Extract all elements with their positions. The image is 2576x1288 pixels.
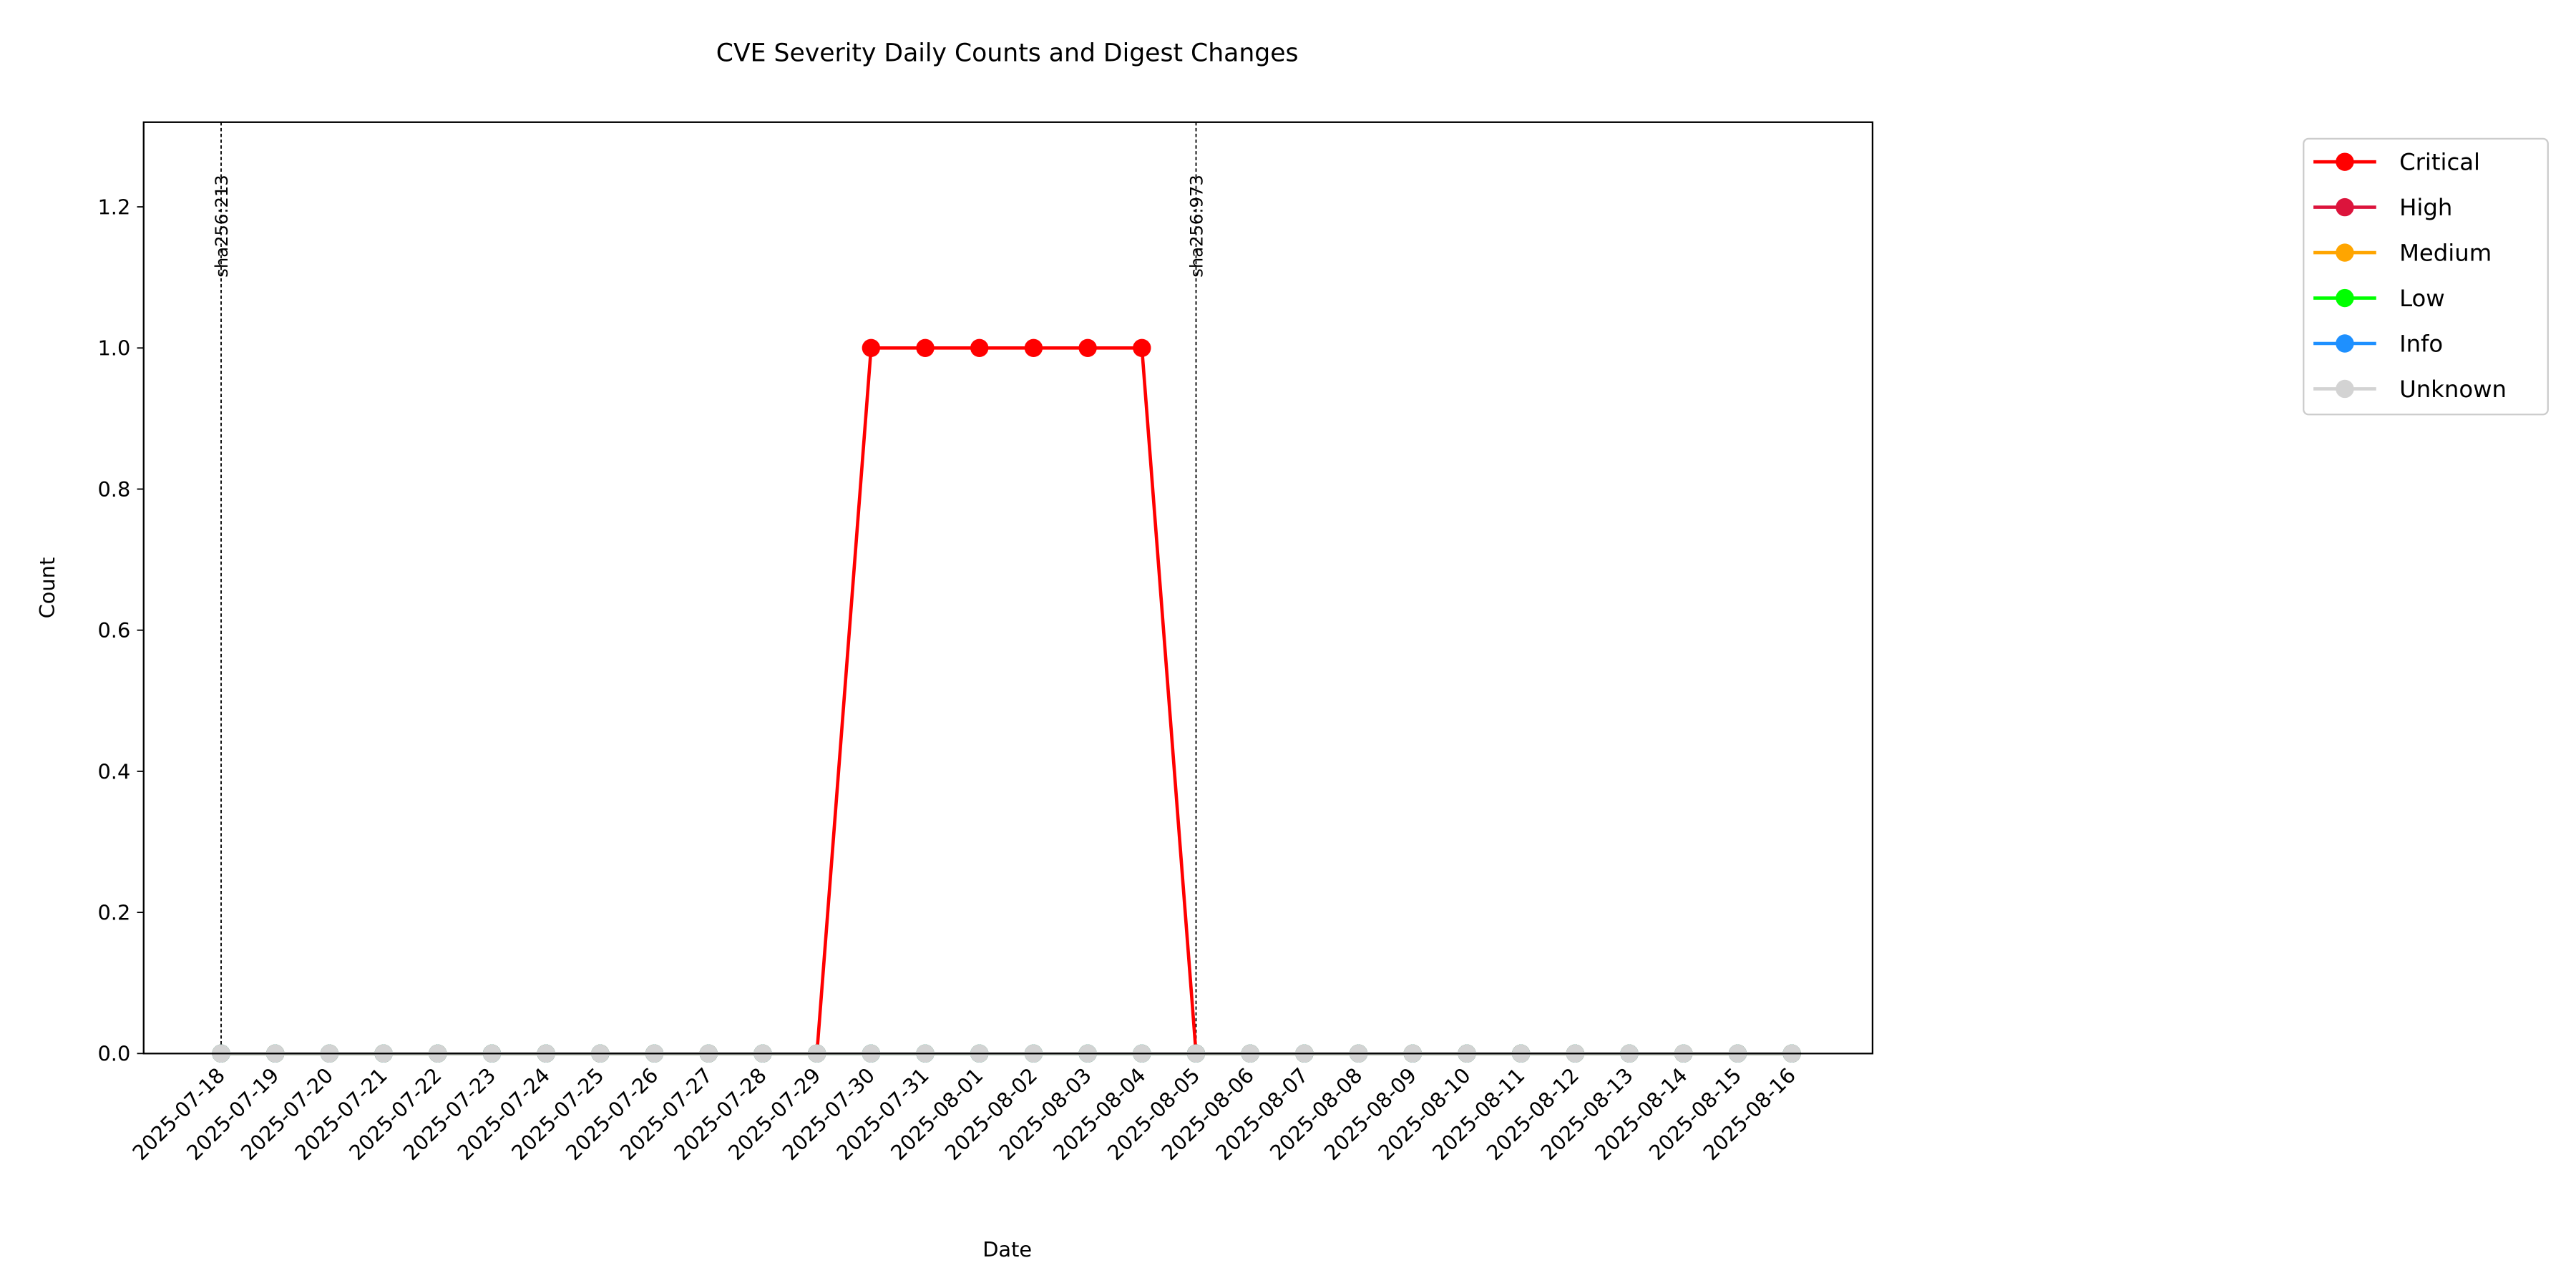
legend-label: High: [2399, 194, 2452, 221]
y-tick-label: 0.6: [97, 618, 130, 643]
y-tick-label: 0.4: [97, 759, 130, 784]
x-axis-label: Date: [982, 1237, 1032, 1262]
y-axis-label: Count: [35, 557, 59, 619]
plot-frame: [142, 121, 1874, 1055]
legend-marker: [2336, 288, 2354, 308]
legend-label: Unknown: [2399, 376, 2507, 403]
series-marker: [916, 338, 935, 357]
legend-marker: [2336, 197, 2354, 217]
legend-label: Medium: [2399, 240, 2492, 267]
series-marker: [1133, 338, 1151, 357]
series-marker: [1078, 338, 1097, 357]
series-marker: [1024, 338, 1043, 357]
chart-title: CVE Severity Daily Counts and Digest Cha…: [716, 39, 1299, 67]
series-marker: [970, 338, 989, 357]
y-tick-label: 0.0: [97, 1042, 130, 1066]
y-tick-label: 1.2: [97, 195, 130, 219]
legend-label: Critical: [2399, 149, 2480, 176]
legend-label: Low: [2399, 285, 2445, 312]
legend-marker: [2336, 152, 2354, 171]
series-marker: [862, 338, 881, 357]
y-tick-label: 1.0: [97, 336, 130, 361]
legend-marker: [2336, 243, 2354, 262]
legend-label: Info: [2399, 331, 2443, 358]
y-tick-label: 0.8: [97, 477, 130, 502]
digest-label: sha256:213: [212, 175, 232, 277]
legend-marker: [2336, 379, 2354, 399]
legend-marker: [2336, 334, 2354, 353]
digest-label: sha256:973: [1187, 175, 1207, 277]
y-tick-label: 0.2: [97, 900, 130, 924]
legend-box: [2303, 137, 2549, 416]
series-line: [221, 346, 1792, 1055]
